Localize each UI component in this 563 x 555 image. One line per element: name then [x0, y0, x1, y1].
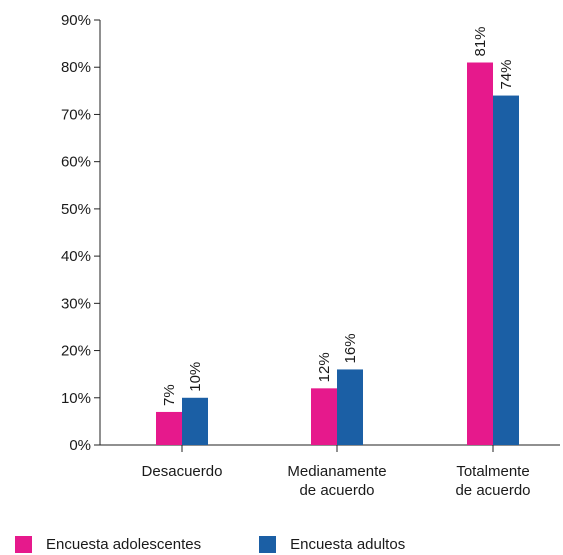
data-label-adolescentes-0: 7% [161, 384, 178, 406]
y-tick-label-70: 70% [61, 106, 91, 123]
bar-adultos-2 [493, 95, 519, 446]
y-tick-label-0: 0% [69, 437, 91, 454]
category-label-line: Totalmente [456, 463, 529, 480]
legend-swatch-adolescentes [15, 535, 32, 553]
category-label-line: Medianamente [287, 463, 386, 480]
y-tick-label-30: 30% [61, 295, 91, 312]
y-tick-label-40: 40% [61, 248, 91, 265]
category-label-0: Desacuerdo [142, 463, 223, 480]
y-tick-label-80: 80% [61, 59, 91, 76]
bar-chart: 0% 10% 20% 30% 40% 50% 60% 70% 80% 90% Desacuerdo M… [61, 12, 560, 499]
data-label-adolescentes-2: 81% [472, 26, 489, 56]
bar-adolescentes-0 [156, 411, 182, 445]
data-label-adultos-0: 10% [187, 362, 204, 392]
category-label-line: de acuerdo [299, 482, 374, 499]
legend-label-adolescentes: Encuesta adolescentes [46, 535, 202, 553]
legend-swatch-adultos [259, 535, 277, 553]
bar-adultos-0 [182, 397, 208, 445]
legend: Encuesta adolescentes Encuesta adultos [15, 534, 463, 554]
data-label-adolescentes-1: 12% [316, 352, 333, 382]
category-label-line: de acuerdo [455, 482, 530, 499]
legend-label-adultos: Encuesta adultos [290, 535, 406, 553]
data-label-adultos-2: 74% [498, 60, 515, 90]
y-tick-label-20: 20% [61, 343, 91, 360]
y-tick-label-90: 90% [61, 12, 91, 29]
bar-adultos-1 [337, 369, 363, 445]
bar-adolescentes-2 [467, 62, 493, 445]
category-label-1: Medianamente de acuerdo [287, 463, 386, 499]
y-tick-label-60: 60% [61, 154, 91, 171]
category-label-2: Totalmente de acuerdo [455, 463, 530, 499]
data-label-adultos-1: 16% [342, 333, 359, 363]
legend-item-adultos: Encuesta adultos [259, 535, 406, 553]
category-label-line: Desacuerdo [142, 463, 223, 480]
bar-adolescentes-1 [311, 388, 337, 445]
y-tick-label-50: 50% [61, 201, 91, 218]
legend-item-adolescentes: Encuesta adolescentes [15, 535, 202, 553]
y-tick-label-10: 10% [61, 390, 91, 407]
